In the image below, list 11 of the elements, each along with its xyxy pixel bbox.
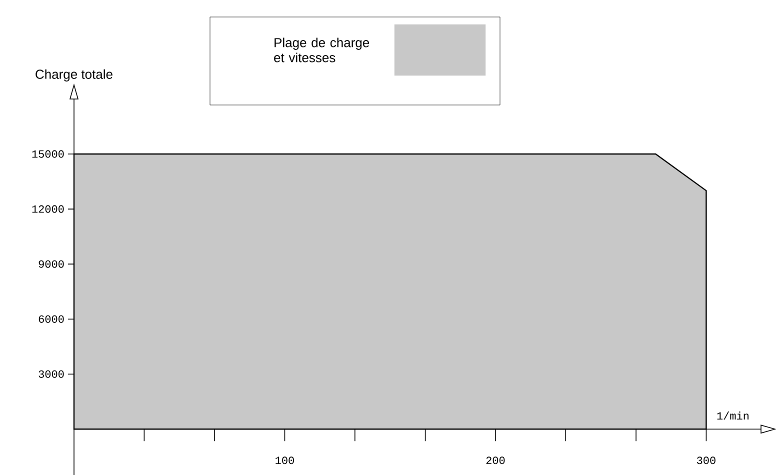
- y-tick-label: 9000: [38, 260, 64, 268]
- y-axis-title: Charge totale: [36, 69, 112, 82]
- y-tick-label: 15000: [32, 150, 64, 158]
- y-tick-label: 6000: [38, 315, 64, 323]
- x-tick-label: 300: [697, 456, 716, 464]
- legend-title: Plage de charge et vitesses: [274, 38, 370, 62]
- x-axis-title: 1/min: [717, 411, 748, 420]
- y-tick-label: 12000: [32, 205, 64, 213]
- y-tick-label: 3000: [38, 370, 64, 378]
- x-tick-label: 200: [486, 456, 505, 464]
- x-tick-label: 100: [276, 456, 294, 464]
